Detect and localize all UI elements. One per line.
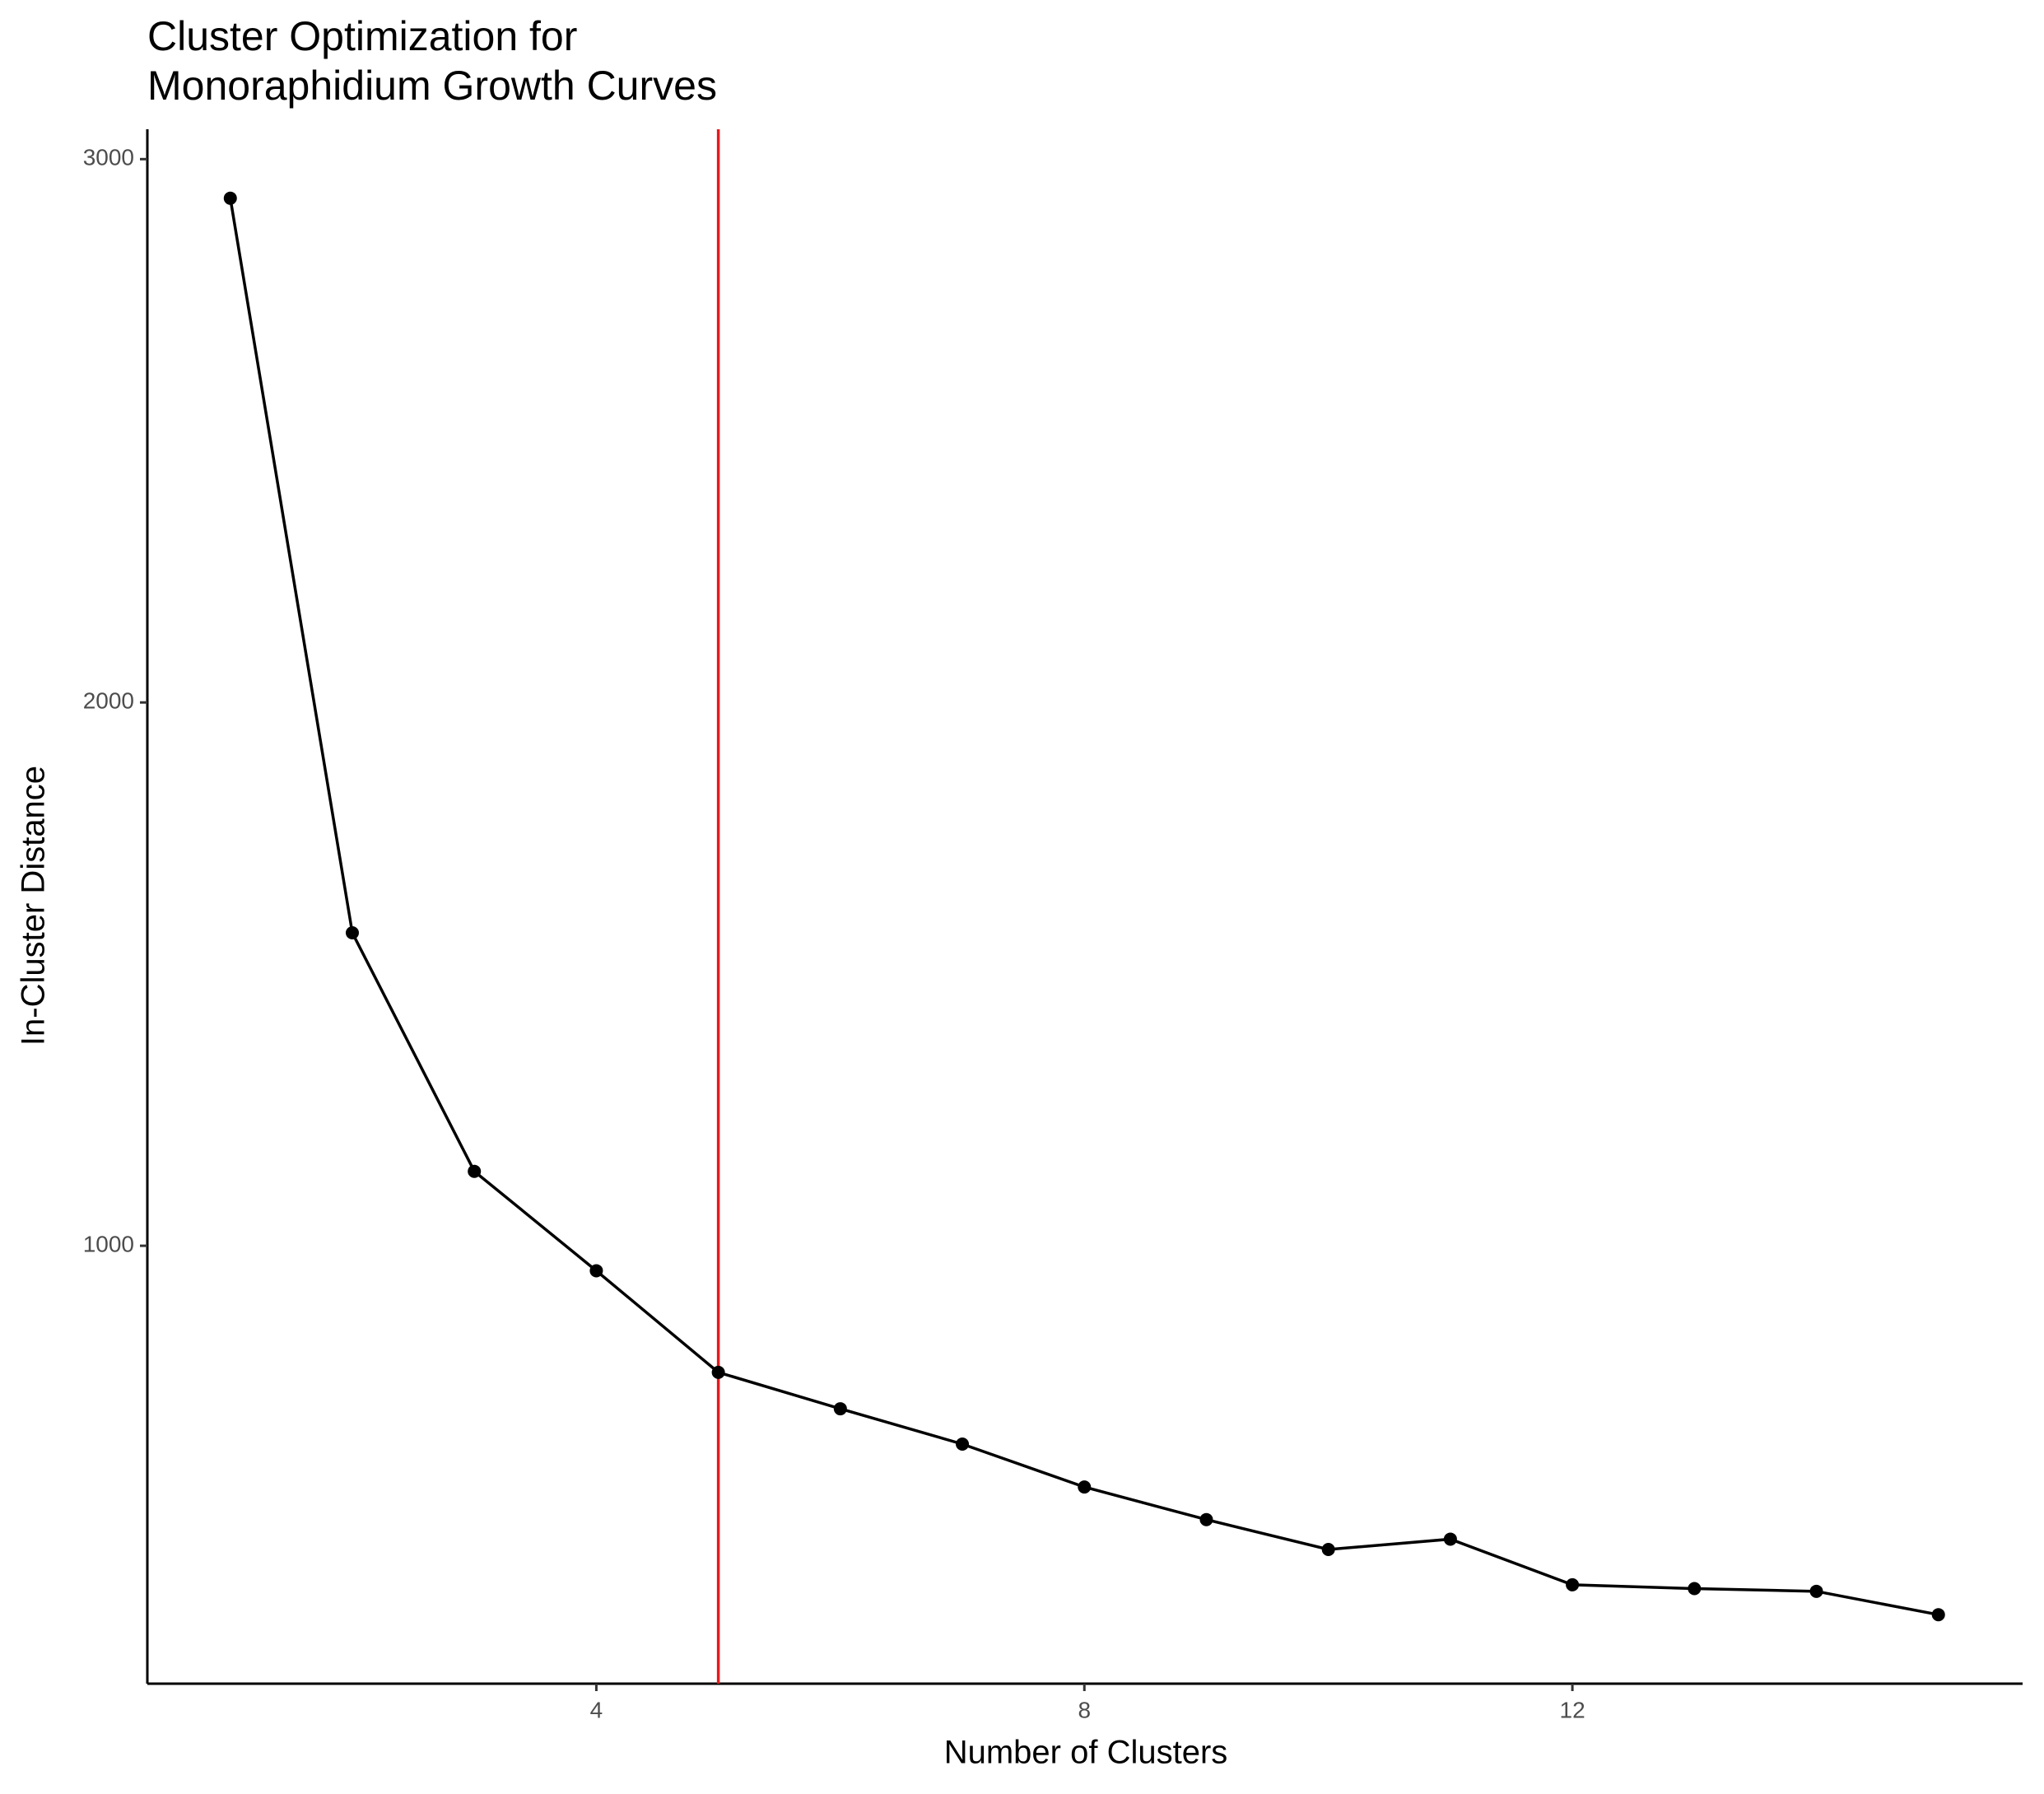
point [1199,1512,1213,1526]
x-tick-label: 8 [1078,1697,1091,1722]
point [1321,1543,1335,1557]
y-axis-title: In-Cluster Distance [16,766,52,1046]
point [1688,1582,1702,1596]
y-tick-label: 3000 [83,145,134,170]
point [1078,1480,1092,1494]
x-tick-label: 12 [1560,1697,1585,1722]
point [1809,1584,1823,1598]
y-tick-label: 2000 [83,688,134,714]
point [833,1402,847,1416]
point [223,191,237,205]
point [1443,1532,1457,1546]
point [711,1365,725,1379]
point [589,1264,603,1278]
chart-title: Cluster Optimization for Monoraphidium G… [147,13,717,109]
y-tick-label: 1000 [83,1232,134,1257]
x-tick-label: 4 [590,1697,603,1722]
point [956,1437,970,1451]
point [1566,1577,1580,1591]
line [229,198,1939,1616]
point [468,1164,482,1178]
point [345,926,359,940]
point [1931,1608,1945,1622]
x-axis-title: Number of Clusters [944,1735,1228,1771]
